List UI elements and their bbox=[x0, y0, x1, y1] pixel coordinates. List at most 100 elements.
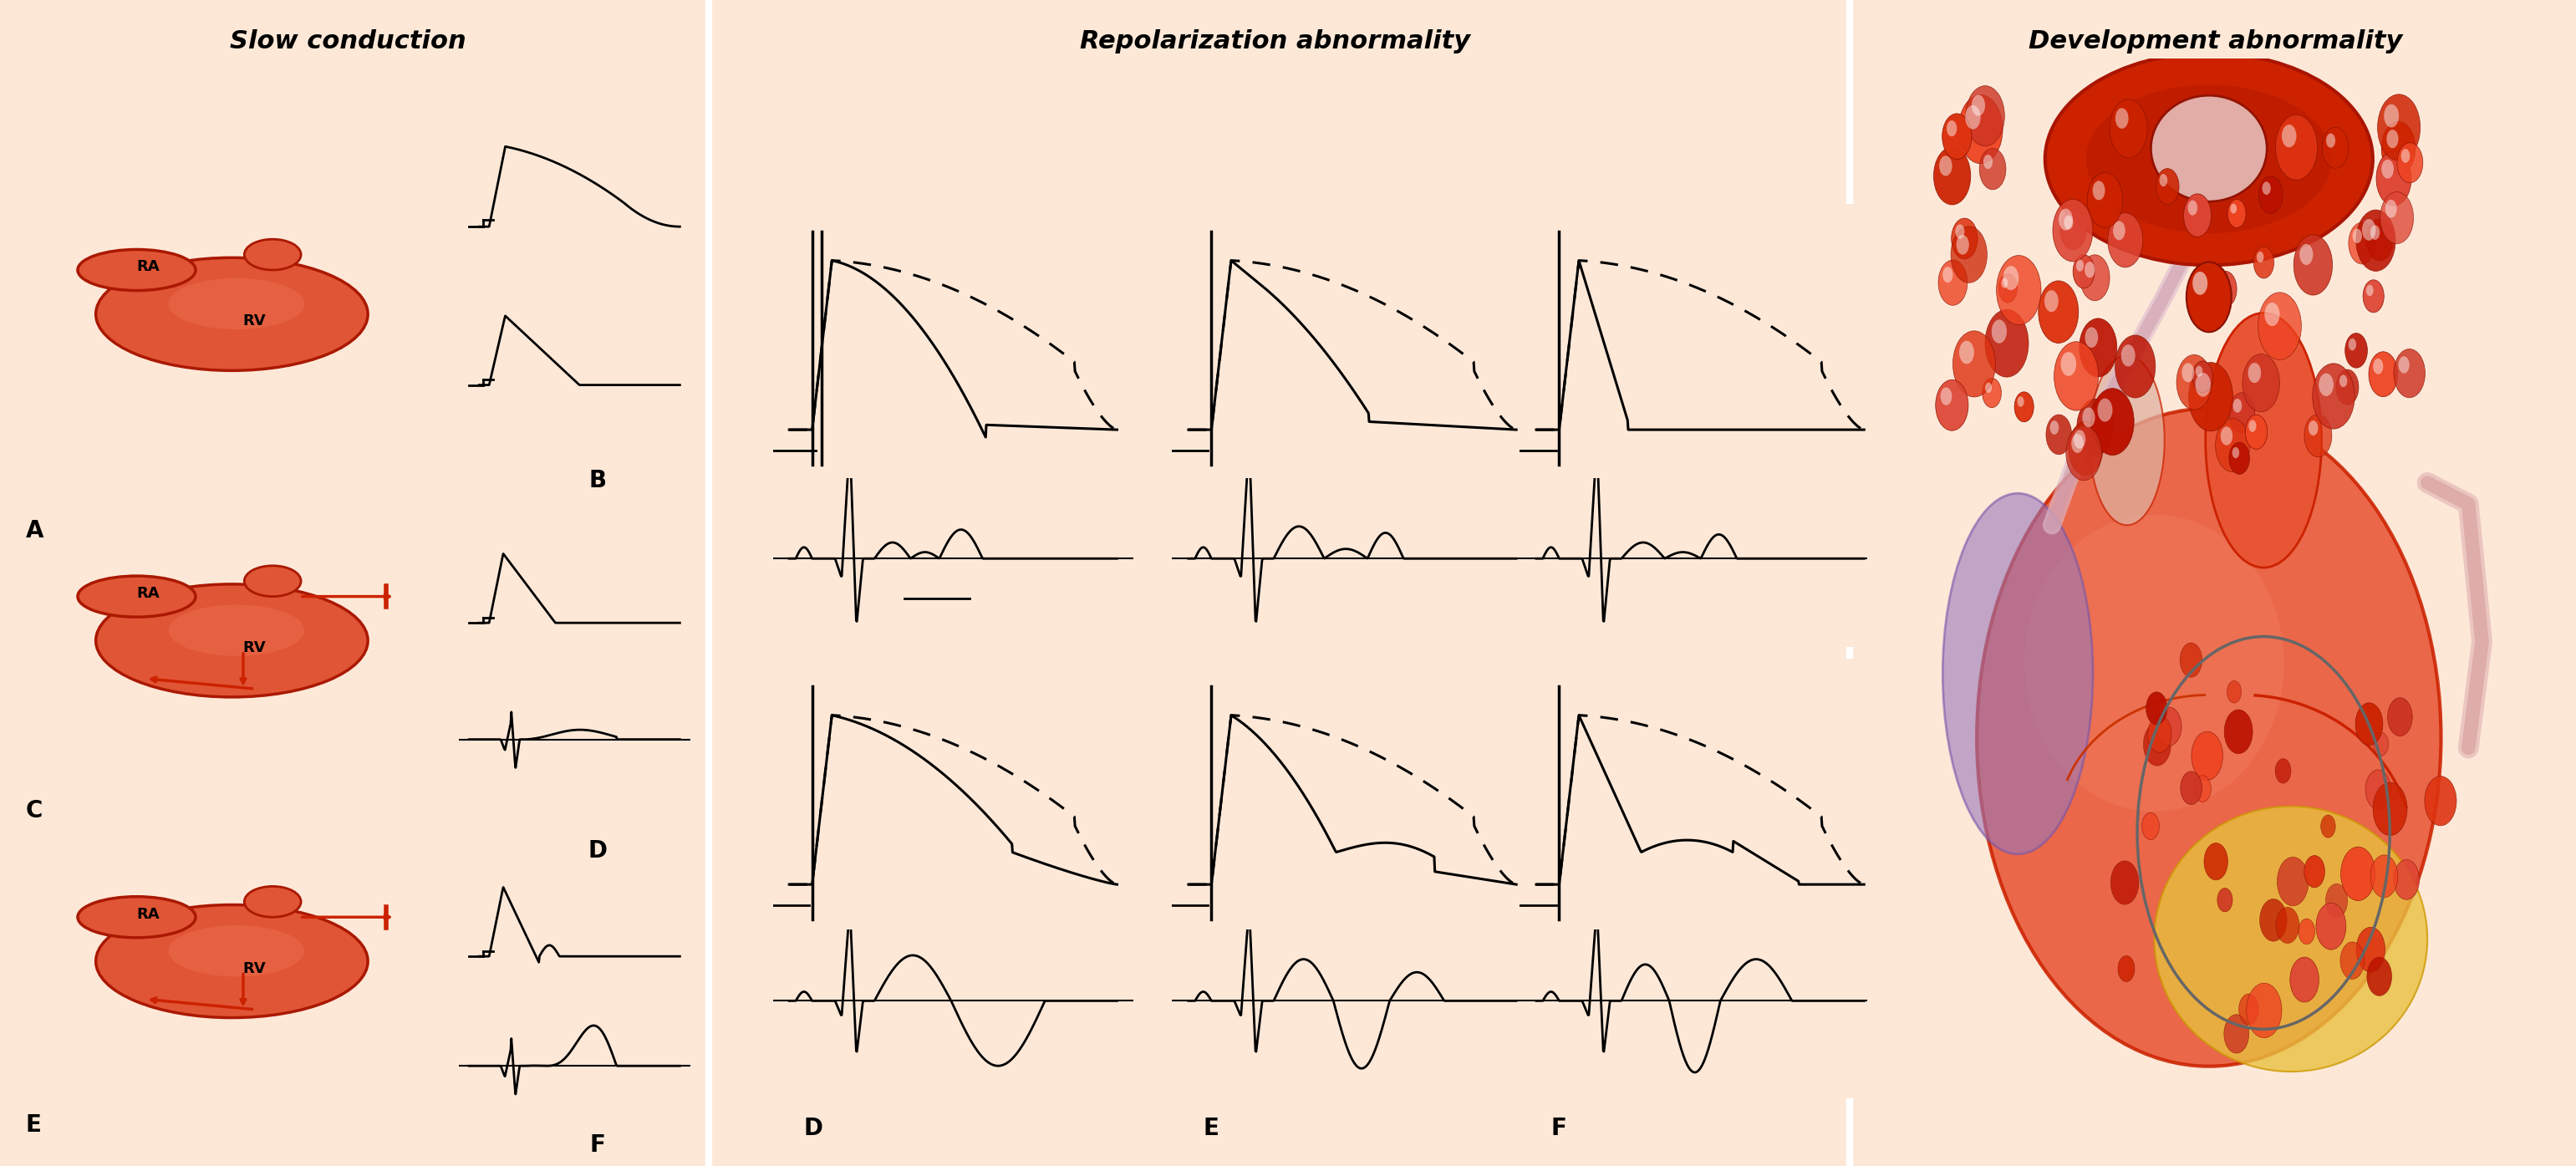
Text: RA: RA bbox=[137, 585, 160, 600]
Circle shape bbox=[2231, 204, 2236, 213]
Circle shape bbox=[1991, 319, 2007, 343]
Circle shape bbox=[2179, 642, 2202, 677]
Ellipse shape bbox=[167, 279, 304, 330]
Text: RA: RA bbox=[137, 906, 160, 921]
Ellipse shape bbox=[77, 576, 196, 617]
Circle shape bbox=[2282, 125, 2295, 147]
Text: RV: RV bbox=[242, 314, 265, 329]
Circle shape bbox=[1996, 255, 2040, 325]
Circle shape bbox=[2388, 697, 2411, 736]
Circle shape bbox=[2076, 399, 2112, 456]
Circle shape bbox=[2349, 338, 2357, 351]
Circle shape bbox=[2393, 349, 2424, 398]
Circle shape bbox=[1937, 260, 1968, 305]
Circle shape bbox=[2215, 419, 2249, 472]
Circle shape bbox=[2156, 169, 2179, 204]
Circle shape bbox=[2362, 219, 2375, 240]
Circle shape bbox=[2050, 421, 2058, 435]
Circle shape bbox=[1940, 156, 1953, 176]
Circle shape bbox=[2228, 442, 2249, 475]
Circle shape bbox=[2218, 888, 2233, 912]
Circle shape bbox=[2084, 261, 2094, 278]
Circle shape bbox=[2223, 1014, 2249, 1053]
Circle shape bbox=[2239, 993, 2259, 1025]
Circle shape bbox=[2228, 199, 2246, 227]
Circle shape bbox=[2365, 770, 2391, 809]
Circle shape bbox=[1986, 382, 1991, 393]
Circle shape bbox=[2398, 142, 2424, 183]
Circle shape bbox=[2192, 731, 2223, 780]
Circle shape bbox=[2187, 262, 2231, 332]
Circle shape bbox=[2213, 272, 2236, 307]
Circle shape bbox=[1953, 331, 1996, 396]
Circle shape bbox=[2115, 335, 2156, 398]
Circle shape bbox=[2318, 373, 2334, 396]
Circle shape bbox=[1958, 94, 2002, 163]
Circle shape bbox=[2342, 847, 2375, 900]
Circle shape bbox=[2017, 396, 2025, 407]
Circle shape bbox=[1965, 86, 2004, 146]
Circle shape bbox=[2195, 373, 2210, 396]
Circle shape bbox=[2372, 358, 2383, 374]
Circle shape bbox=[2081, 255, 2110, 301]
Circle shape bbox=[2290, 957, 2318, 1002]
Circle shape bbox=[2303, 856, 2324, 887]
Circle shape bbox=[2378, 94, 2421, 161]
Circle shape bbox=[1984, 378, 2002, 408]
Circle shape bbox=[2393, 859, 2419, 900]
Ellipse shape bbox=[245, 886, 301, 918]
Circle shape bbox=[2192, 361, 2213, 393]
Circle shape bbox=[1935, 380, 1968, 430]
Circle shape bbox=[2370, 855, 2398, 898]
Circle shape bbox=[2257, 252, 2264, 262]
Circle shape bbox=[2177, 354, 2213, 409]
Circle shape bbox=[2385, 129, 2398, 148]
Circle shape bbox=[2218, 276, 2226, 289]
Text: RV: RV bbox=[242, 640, 265, 655]
Circle shape bbox=[2300, 244, 2313, 265]
Ellipse shape bbox=[2205, 312, 2321, 568]
Circle shape bbox=[2275, 759, 2290, 784]
Circle shape bbox=[2081, 407, 2094, 427]
Circle shape bbox=[2159, 174, 2166, 187]
Circle shape bbox=[2228, 393, 2254, 433]
Circle shape bbox=[2352, 229, 2362, 244]
Circle shape bbox=[2063, 216, 2074, 230]
Circle shape bbox=[2380, 160, 2393, 178]
Circle shape bbox=[1942, 267, 1953, 282]
Ellipse shape bbox=[1942, 493, 2092, 854]
Circle shape bbox=[2372, 782, 2406, 836]
Circle shape bbox=[2336, 370, 2360, 405]
Circle shape bbox=[2298, 919, 2316, 944]
Circle shape bbox=[2084, 328, 2097, 347]
Circle shape bbox=[2192, 272, 2208, 295]
Circle shape bbox=[2069, 422, 2102, 476]
Circle shape bbox=[2071, 434, 2084, 452]
Text: E: E bbox=[1203, 1117, 1218, 1140]
Circle shape bbox=[2339, 374, 2347, 387]
Circle shape bbox=[2349, 223, 2375, 264]
Ellipse shape bbox=[95, 258, 368, 371]
Circle shape bbox=[1965, 105, 1981, 129]
Circle shape bbox=[1947, 120, 1958, 136]
Circle shape bbox=[2326, 133, 2336, 148]
Text: D: D bbox=[804, 1117, 822, 1140]
Circle shape bbox=[2233, 447, 2239, 458]
Circle shape bbox=[2002, 278, 2007, 288]
Circle shape bbox=[2259, 176, 2282, 213]
Circle shape bbox=[2107, 213, 2143, 267]
Circle shape bbox=[2190, 297, 2208, 326]
Circle shape bbox=[2223, 710, 2251, 753]
Circle shape bbox=[2221, 427, 2233, 445]
Text: F: F bbox=[1551, 1117, 1566, 1140]
Circle shape bbox=[2195, 366, 2202, 377]
Circle shape bbox=[2293, 234, 2331, 295]
Circle shape bbox=[2115, 108, 2128, 128]
Text: RA: RA bbox=[137, 259, 160, 274]
Circle shape bbox=[2398, 357, 2409, 373]
Circle shape bbox=[2205, 843, 2228, 880]
Text: C: C bbox=[26, 799, 44, 822]
Circle shape bbox=[2141, 813, 2159, 840]
Circle shape bbox=[1978, 148, 2007, 190]
Circle shape bbox=[2045, 415, 2071, 455]
